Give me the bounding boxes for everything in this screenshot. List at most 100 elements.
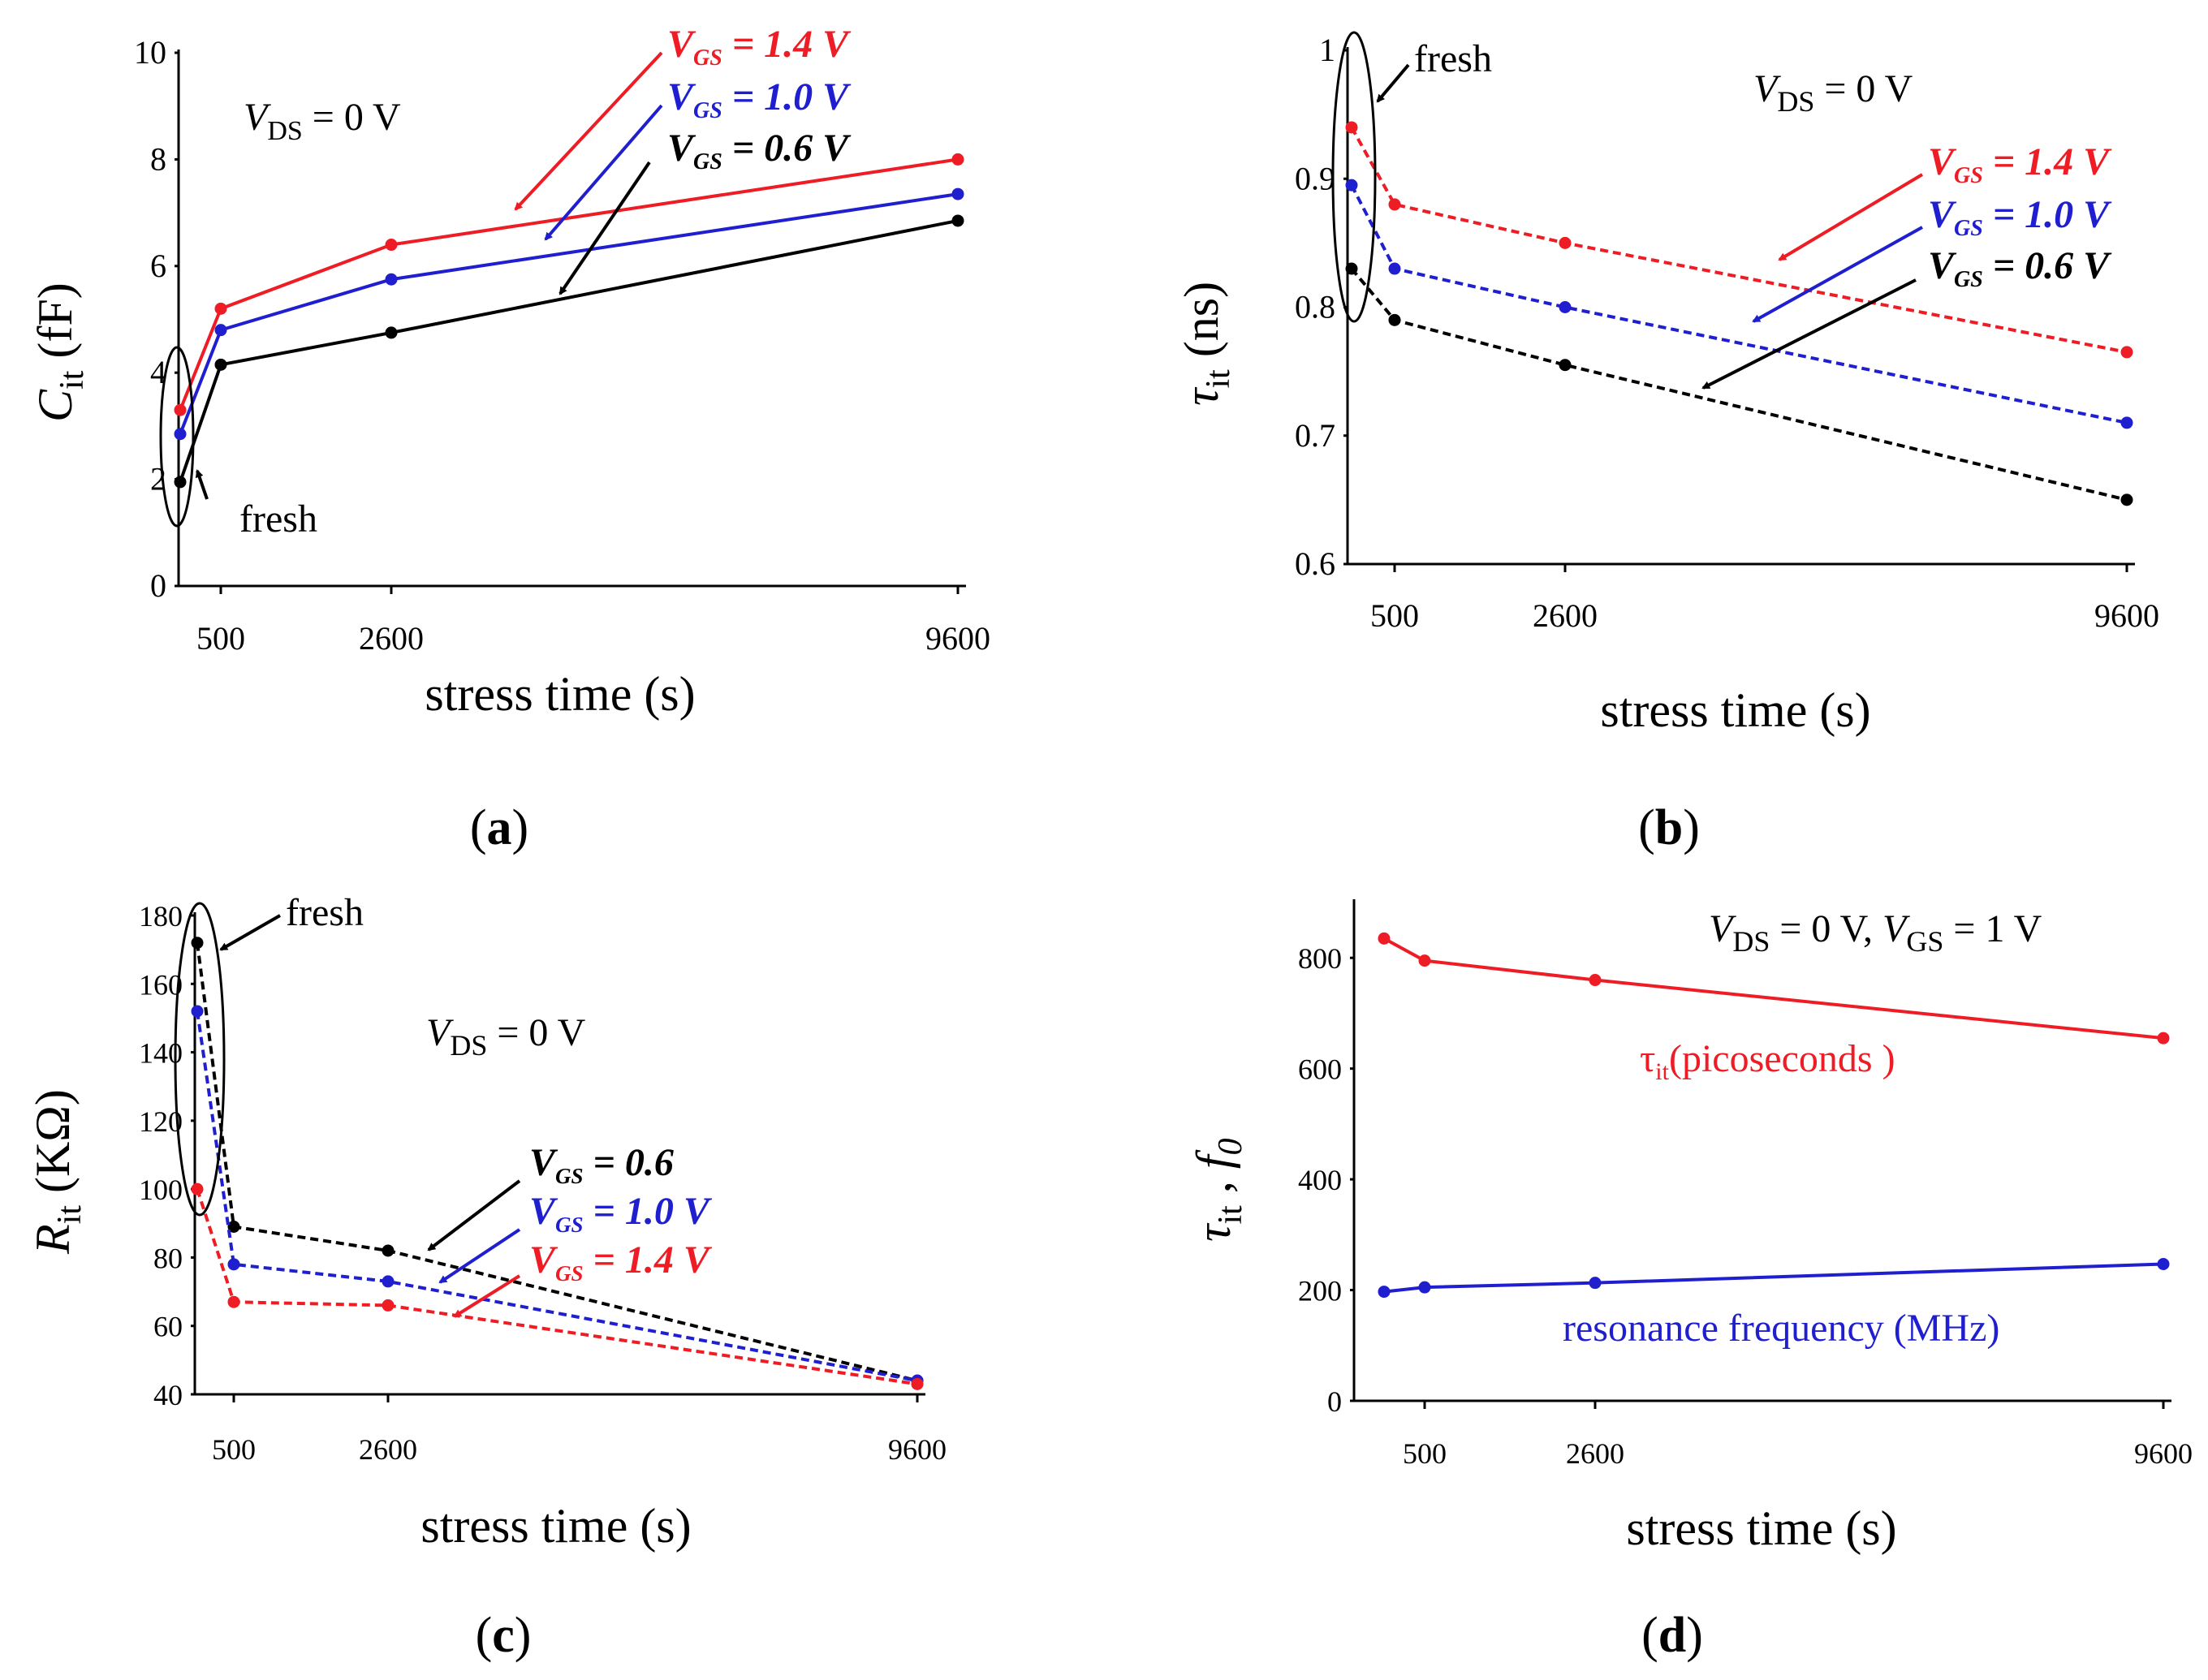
panel-a-point-s2-0 — [174, 476, 187, 489]
panel-a-point-s0-2 — [385, 239, 398, 252]
panel-b-point-s1-2 — [1559, 301, 1572, 313]
panel-d-label-s0: τit(picoseconds ) — [1640, 1037, 1895, 1085]
panel-c-label-s0: VGS = 0.6 — [529, 1141, 674, 1188]
panel-c-ytick-label: 80 — [153, 1242, 183, 1274]
panel-a-label: (a) — [470, 800, 528, 855]
panel-c-point-s0-1 — [227, 1221, 240, 1233]
panel-c-ytick-label: 40 — [153, 1379, 183, 1411]
panel-b-arrow-s1 — [1752, 226, 1923, 323]
panel-a-point-s2-1 — [214, 358, 227, 371]
panel-b-point-s1-0 — [1345, 179, 1358, 192]
panel-d-point-s0-1 — [1418, 954, 1431, 967]
panel-a-fresh-label: fresh — [239, 498, 317, 541]
panel-b-point-s0-1 — [1388, 198, 1401, 211]
panel-c-point-s1-1 — [227, 1258, 240, 1271]
panel-b-xlabel: stress time (s) — [1600, 683, 1870, 737]
panel-c-xtick-label: 9600 — [888, 1433, 947, 1466]
panel-a-arrow-s2 — [558, 161, 651, 295]
panel-c-ylabel: Rit (KΩ) — [26, 1089, 88, 1255]
panel-c-arrow-s2 — [453, 1274, 521, 1318]
panel-b-ylabel: τit (ns) — [1175, 282, 1237, 406]
panel-b-fresh-label: fresh — [1414, 37, 1492, 80]
panel-c-point-s0-2 — [382, 1244, 395, 1257]
panel-a-point-s0-3 — [951, 153, 964, 166]
panel-b-point-s0-0 — [1345, 121, 1358, 134]
panel-b-vds-note: VDS = 0 V — [1753, 67, 1913, 118]
panel-b-chart: 0.6 0.7 0.8 0.9 1 500 2600 9600 τit (ns) stress… — [1175, 31, 2159, 855]
panel-c-ytick-label: 180 — [139, 900, 183, 933]
panel-a-ytick-label: 0 — [150, 567, 166, 604]
panel-b-label-s1: VGS = 1.0 V — [1928, 193, 2112, 241]
panel-b-xtick-label: 500 — [1370, 597, 1419, 634]
panel-c-point-s1-0 — [191, 1005, 204, 1018]
panel-d-xtick-label: 500 — [1403, 1437, 1447, 1470]
panel-b-point-s0-3 — [2120, 346, 2133, 359]
panel-d-point-s1-3 — [2157, 1257, 2170, 1270]
panel-a-xtick-label: 500 — [196, 620, 245, 657]
panel-c-point-s0-0 — [191, 937, 204, 950]
panel-b-axes: 0.6 0.7 0.8 0.9 1 500 2600 9600 — [1295, 32, 2159, 634]
panel-c-ytick-label: 160 — [139, 968, 183, 1001]
panel-a-series-line-0 — [179, 157, 959, 411]
panel-b-point-s2-2 — [1559, 359, 1572, 372]
panel-a-point-s2-3 — [951, 214, 964, 227]
panel-b-ytick-label: 1 — [1319, 32, 1335, 68]
panel-b-xtick-label: 9600 — [2094, 597, 2159, 634]
panel-c-series-line-2 — [196, 1188, 918, 1386]
panel-c-ytick-label: 120 — [139, 1105, 183, 1138]
panel-b-fresh-ellipse — [1331, 31, 1377, 323]
panel-a-point-s1-0 — [174, 428, 187, 441]
panel-d-ylabel: τit , f0 — [1187, 1139, 1249, 1243]
panel-b-xtick-label: 2600 — [1533, 597, 1598, 634]
panel-d-point-s0-3 — [2157, 1032, 2170, 1045]
panel-b-arrow-s0 — [1778, 173, 1924, 261]
panel-c-label-s2: VGS = 1.4 V — [529, 1238, 713, 1286]
panel-d-marks — [1378, 932, 2170, 1299]
panel-a-label-s1: VGS = 1.0 V — [667, 75, 852, 123]
panel-b-series-line-0 — [1350, 126, 2128, 354]
panel-b-point-s2-1 — [1388, 313, 1401, 326]
panel-a-point-s0-0 — [174, 403, 187, 416]
panel-d-xlabel: stress time (s) — [1626, 1501, 1896, 1555]
panel-c-point-s2-0 — [191, 1182, 204, 1195]
panel-b-point-s0-2 — [1559, 236, 1572, 249]
panel-d-label-s1: resonance frequency (MHz) — [1563, 1307, 1999, 1350]
panel-a-point-s1-3 — [951, 187, 964, 200]
panel-d-ytick-label: 600 — [1298, 1053, 1342, 1086]
panel-b-point-s2-3 — [2120, 493, 2133, 506]
panel-c-xlabel: stress time (s) — [420, 1499, 691, 1553]
panel-c-point-s2-2 — [382, 1299, 395, 1312]
panel-b-ytick-label: 0.6 — [1295, 545, 1335, 582]
panel-a-label-s2: VGS = 0.6 V — [667, 127, 852, 174]
panel-c-fresh-arrow — [219, 914, 281, 951]
panel-c-ytick-label: 100 — [139, 1174, 183, 1206]
panel-c-point-s1-2 — [382, 1275, 395, 1288]
panel-a-series-line-2 — [179, 218, 959, 483]
panel-b-point-s1-1 — [1388, 262, 1401, 275]
panel-d-chart: 0 200 400 600 800 500 2600 9600 τit , f0 stress… — [1187, 899, 2193, 1663]
panel-c-ytick-label: 60 — [153, 1311, 183, 1343]
panel-c-series-line-1 — [196, 1010, 918, 1383]
panel-d-xtick-label: 9600 — [2134, 1437, 2193, 1470]
panel-c-series-line-0 — [196, 942, 918, 1383]
panel-b-series-line-2 — [1350, 267, 2128, 502]
panel-c-xtick-label: 500 — [212, 1433, 256, 1466]
panel-c-vds-note: VDS = 0 V — [426, 1011, 586, 1062]
panel-a-xtick-label: 9600 — [925, 620, 990, 657]
panel-a-marks — [174, 153, 964, 489]
panel-b-fresh-arrow — [1376, 63, 1410, 103]
panel-c-marks — [191, 937, 924, 1390]
panel-a-fresh-ellipse — [159, 346, 195, 528]
panel-c-label-s1: VGS = 1.0 V — [529, 1190, 713, 1237]
panel-a-ytick-label: 8 — [150, 140, 166, 177]
panel-b-label: (b) — [1638, 800, 1700, 855]
panel-b-ytick-label: 0.9 — [1295, 160, 1335, 196]
panel-a-label-s0: VGS = 1.4 V — [667, 23, 852, 71]
panel-c-xtick-label: 2600 — [359, 1433, 417, 1466]
panel-d-point-s0-2 — [1589, 974, 1602, 987]
panel-d-label: (d) — [1641, 1608, 1703, 1663]
